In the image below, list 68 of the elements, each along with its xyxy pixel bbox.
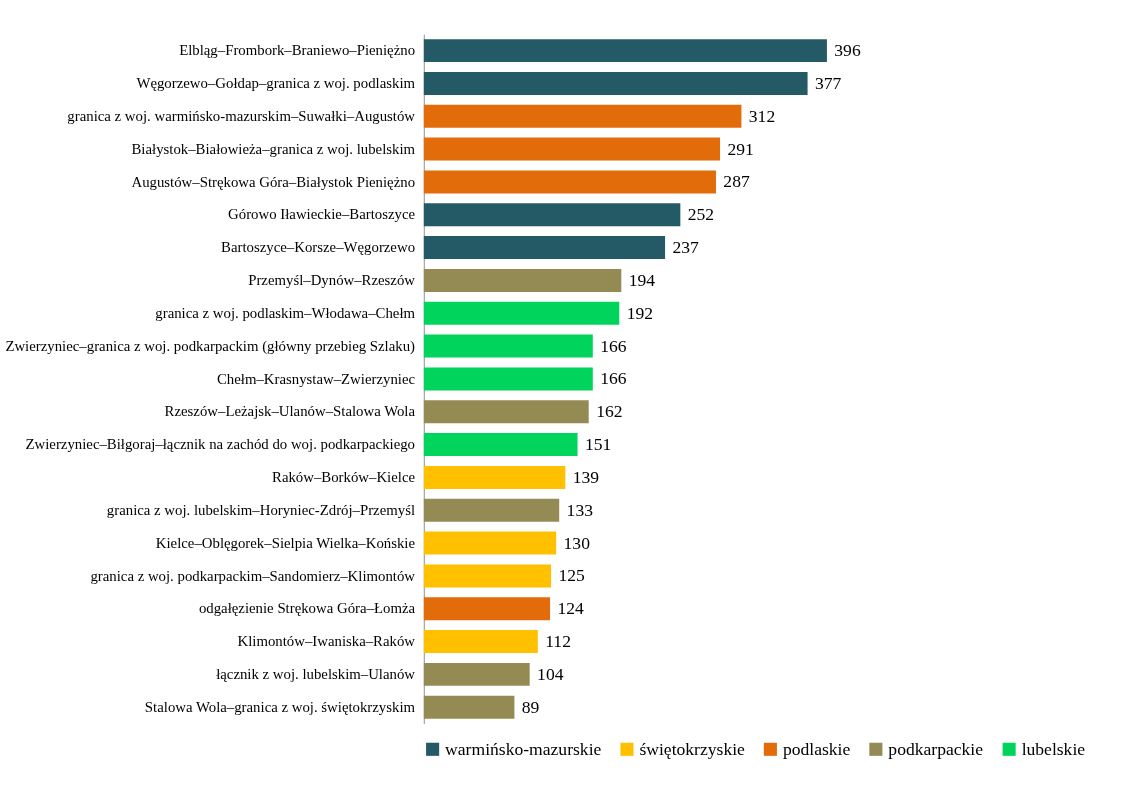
data-label: 124 [557,598,585,619]
legend-label: podkarpackie [888,738,984,759]
bar [423,400,589,424]
y-tick-label: Kielce–Oblęgorek–Sielpia Wielka–Końskie [155,534,416,551]
bar [423,465,566,489]
y-tick-label: Zwierzyniec–granica z woj. podkarpackim (główny przebieg Szlaku) [5,337,416,355]
y-tick-label: Rzeszów–Leżajsk–Ulanów–Stalowa Wola [164,403,416,420]
bar [423,203,681,227]
bar [423,236,666,260]
bar [423,170,716,194]
y-tick-label: łącznik z woj. lubelskim–Ulanów [216,666,416,683]
bar [423,334,593,358]
bar [423,433,578,457]
data-label: 166 [600,335,627,356]
y-tick-label: granica z woj. podlaskim–Włodawa–Chełm [155,304,416,321]
y-tick-label: Chełm–Krasnystaw–Zwierzyniec [216,370,416,387]
bar [423,39,827,63]
bar [423,367,593,391]
data-label: 89 [521,696,540,717]
bar [423,268,622,292]
y-tick-label: Zwierzyniec–Biłgoraj–łącznik na zachód do woj. podkarpackiego [25,436,416,453]
legend-label: podlaskie [782,738,851,759]
bar [423,695,515,719]
data-label: 194 [628,269,656,290]
legend-label: warmińsko-mazurskie [445,738,602,759]
bar [423,662,530,686]
y-tick-label: granica z woj. podkarpackim–Sandomierz–Klimontów [90,567,416,584]
bar [423,531,557,555]
data-label: 287 [723,171,750,192]
data-label: 166 [600,368,627,389]
bar [423,564,552,588]
y-tick-label: Raków–Borków–Kielce [272,469,416,486]
data-label: 312 [748,105,776,126]
bar [423,630,538,654]
y-tick-label: Elbląg–Frombork–Braniewo–Pieniężno [179,42,416,59]
legend-label: lubelskie [1021,738,1086,759]
bar [423,104,742,128]
data-label: 112 [545,631,571,652]
bar [423,597,551,621]
y-tick-label: granica z woj. lubelskim–Horyniec-Zdrój–Przemyśl [106,501,416,518]
data-label: 139 [572,466,600,487]
data-label: 237 [672,237,700,258]
data-label: 377 [814,73,842,94]
data-label: 125 [558,565,586,586]
data-label: 252 [687,204,715,225]
y-tick-label: Górowo Iławieckie–Bartoszyce [228,206,416,223]
y-tick-label: Przemyśl–Dynów–Rzeszów [248,272,416,289]
data-label: 396 [834,40,861,61]
y-tick-label: Węgorzewo–Gołdap–granica z woj. podlaskim [136,75,416,92]
bar [423,137,721,161]
y-tick-label: odgałęzienie Strękowa Góra–Łomża [198,600,416,617]
y-tick-label: Stalowa Wola–granica z woj. świętokrzyskim [144,698,416,715]
legend-label: świętokrzyskie [639,738,746,759]
data-label: 151 [584,434,612,455]
y-tick-label: Augustów–Strękowa Góra–Białystok Pieniężno [131,173,416,190]
bar [423,301,620,325]
data-label: 162 [596,401,623,422]
bar [423,498,560,522]
y-tick-label: Białystok–Białowieża–granica z woj. lubelskim [131,140,416,157]
data-label: 130 [563,532,591,553]
data-label: 133 [566,499,594,520]
data-label: 291 [727,138,754,159]
data-label: 104 [537,663,564,684]
y-tick-label: Klimontów–Iwaniska–Raków [237,633,416,650]
y-tick-label: granica z woj. warmińsko-mazurskim–Suwałki–Augustów [67,107,416,124]
bar [423,71,808,95]
y-tick-label: Bartoszyce–Korsze–Węgorzewo [221,239,416,256]
data-label: 192 [626,302,654,323]
